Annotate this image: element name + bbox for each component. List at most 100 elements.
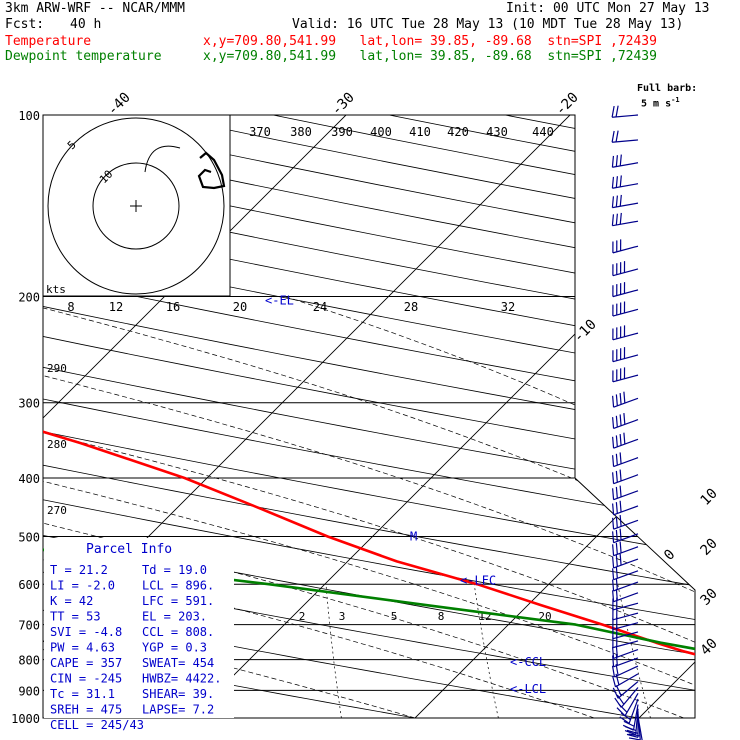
wind-barb-flag [619, 541, 622, 553]
wind-barb-flag [619, 485, 622, 498]
isotherm-label: 10 [698, 486, 721, 509]
wind-barb-flag [615, 685, 622, 696]
mixing-ratio-line [473, 584, 499, 718]
wind-barb-flag [612, 488, 615, 500]
theta-label: 270 [47, 504, 67, 517]
model-title: 3km ARW-WRF -- NCAR/MMM [5, 1, 186, 16]
level-marker-label: <-EL [265, 293, 294, 307]
wind-barb [612, 588, 639, 603]
pressure-tick-label: 500 [18, 530, 40, 544]
wind-barb-flag [615, 105, 619, 118]
pressure-tick-label: 300 [18, 397, 40, 411]
dry-adiabat-line [43, 115, 695, 718]
wind-barb-flag [623, 412, 626, 425]
moist-adiabat-line [43, 457, 416, 718]
level-marker-label: <-LFC [460, 573, 496, 587]
dry-adiabat-line [273, 115, 695, 718]
parcel-info-left: SREH = 475 [50, 703, 122, 717]
parcel-info-left: CIN = -245 [50, 672, 122, 686]
wind-barb-flag [611, 155, 615, 168]
wind-barb-flag [619, 452, 622, 464]
wind-barb [612, 347, 639, 363]
wind-barb-flag [615, 529, 618, 542]
wind-barb [612, 301, 639, 317]
wind-barb [612, 566, 639, 581]
dry-adiabat-line [0, 115, 34, 731]
wind-barb [612, 367, 639, 383]
hodograph-scale-tick: 24 [313, 300, 327, 314]
theta-e-label: 400 [370, 125, 392, 139]
wind-barb [612, 469, 639, 485]
parcel-info-right: SHEAR= 39. [142, 687, 214, 701]
theta-e-label: 370 [249, 125, 271, 139]
dry-adiabat-line [43, 115, 695, 718]
parcel-info-left: LI = -2.0 [50, 579, 115, 593]
parcel-info-left: K = 42 [50, 594, 93, 608]
wind-barb [612, 282, 639, 298]
wind-barb-flag [611, 214, 615, 226]
wind-barb-flag [615, 516, 618, 528]
wind-barb [611, 175, 639, 189]
wind-barb-flag [612, 436, 615, 449]
wind-barb-flag [623, 432, 626, 445]
level-marker-label: M [410, 529, 417, 543]
wind-barb-flag [615, 213, 618, 226]
wind-barb-flag [612, 395, 615, 408]
temperature-line [43, 115, 695, 716]
theta-label: 280 [47, 438, 67, 451]
isotherm-line [638, 115, 695, 718]
parcel-info-left: SVI = -4.8 [50, 625, 122, 639]
temperature-station-info: x,y=709.80,541.99 lat,lon= 39.85, -89.68… [203, 34, 657, 49]
pressure-tick-label: 700 [18, 619, 40, 633]
wind-barb-flag [612, 556, 615, 568]
parcel-info-left: PW = 4.63 [50, 641, 115, 655]
wind-barb-flag [612, 455, 615, 467]
parcel-info-right: LFC = 591. [142, 594, 214, 608]
hodograph-scale-tick: 28 [404, 300, 418, 314]
wind-barb-flag [619, 469, 622, 481]
mixing-ratio-line [325, 584, 342, 718]
wind-barb-flag [612, 544, 615, 556]
moist-adiabat-line [43, 343, 695, 718]
wind-barb-flag [626, 733, 639, 738]
isotherm-label: 20 [698, 536, 721, 559]
isotherm-label: 30 [698, 586, 721, 609]
wind-barb-flag [615, 542, 618, 555]
theta-e-label: 390 [331, 125, 353, 139]
wind-barb-flag [612, 590, 615, 602]
parcel-info-left: Tc = 31.1 [50, 687, 115, 701]
parcel-info-right: YGP = 0.3 [142, 641, 207, 655]
wind-barb-flag [619, 393, 622, 405]
forecast-label: Fcst: [5, 17, 45, 32]
init-time: Init: 00 UTC Mon 27 May 13 [506, 1, 710, 16]
valid-time: Valid: 16 UTC Tue 28 May 13 (10 MDT Tue … [292, 17, 684, 32]
level-marker-label: <-CCL [510, 655, 546, 669]
wind-barb-flag [612, 503, 615, 515]
wind-barb-flag [615, 394, 618, 406]
barb-legend-title: Full barb: [637, 83, 698, 94]
hodograph-trace [197, 151, 226, 190]
wind-barb-flag [615, 176, 618, 188]
mixing-ratio-label: 3 [339, 610, 346, 623]
wind-barb-flag [619, 154, 622, 166]
parcel-info-right: EL = 203. [142, 610, 207, 624]
wind-barb [611, 130, 639, 143]
dry-adiabat-line [43, 115, 489, 718]
wind-barb [612, 412, 639, 430]
hodograph-scale-tick: 16 [166, 300, 180, 314]
wind-barb-flag [611, 665, 616, 678]
parcel-info-title: Parcel Info [86, 542, 172, 557]
wind-barb-flag [612, 531, 615, 543]
mixing-ratio-label: 8 [438, 610, 445, 623]
hodograph-ring-10 [47, 117, 225, 295]
level-marker-label: <-LCL [510, 682, 546, 696]
theta-e-label: 380 [290, 125, 312, 139]
hodograph-units: kts [46, 283, 66, 296]
wind-barb [612, 681, 639, 699]
parcel-info-panel [44, 538, 234, 718]
wind-barb-flag [619, 500, 622, 513]
wind-barb [612, 654, 639, 668]
wind-barb-flag [623, 720, 635, 727]
wind-barb-flag [619, 515, 622, 527]
wind-barb-flag [619, 553, 622, 566]
